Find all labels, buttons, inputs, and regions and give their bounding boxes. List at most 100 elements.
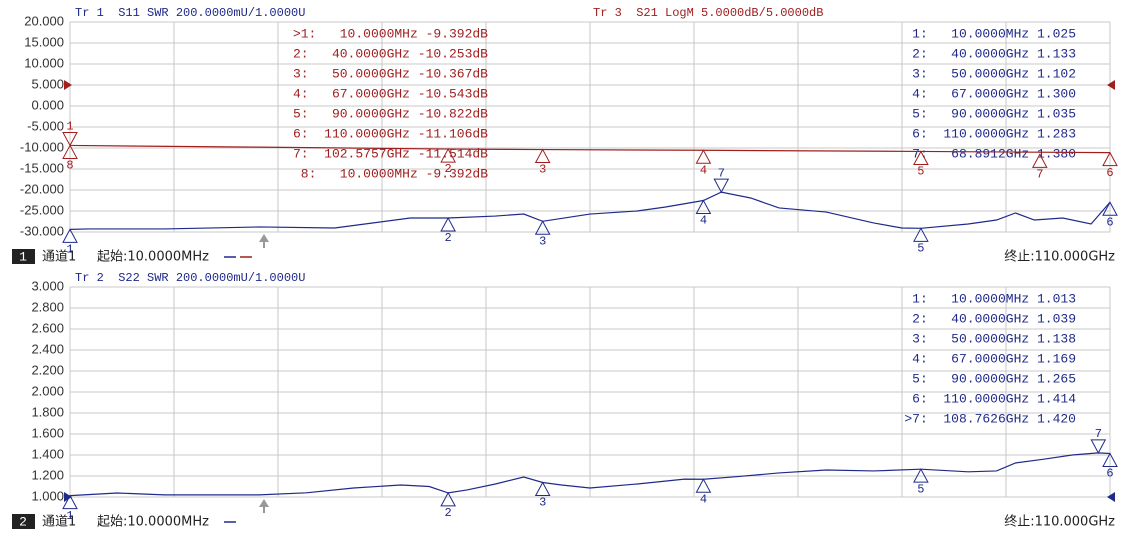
marker-readout: 5: 90.0000GHz 1.265 (912, 371, 1076, 386)
marker-label: 3 (539, 163, 546, 177)
marker-label: 3 (539, 496, 546, 510)
marker-label: 1 (66, 243, 73, 257)
stop-frequency: 终止:110.000GHz (1004, 514, 1115, 530)
y-tick-label: -5.000 (27, 118, 64, 133)
marker-label: 1 (66, 509, 73, 523)
marker (440, 148, 456, 163)
marker-label: 2 (445, 231, 452, 245)
marker-label: 7 (1036, 168, 1043, 182)
marker-readout: 1: 10.0000MHz 1.013 (912, 291, 1076, 306)
marker (713, 178, 730, 194)
marker-label: 3 (539, 234, 546, 248)
marker-readout: 1: 10.0000MHz 1.025 (912, 26, 1076, 41)
marker-label: 2 (445, 506, 452, 520)
y-tick-label: 1.000 (31, 488, 64, 503)
y-tick-label: 10.000 (24, 55, 64, 70)
marker-readout: 6: 110.0000GHz -11.106dB (293, 126, 488, 141)
marker (695, 478, 712, 493)
start-indicator (259, 234, 269, 248)
y-tick-label: 20.000 (24, 13, 64, 28)
marker (62, 228, 78, 243)
marker-readout: 3: 50.0000GHz 1.102 (912, 66, 1076, 81)
marker-label: 6 (1106, 166, 1113, 180)
marker-readout: 8: 10.0000MHz -9.392dB (301, 166, 488, 181)
marker (1090, 439, 1107, 454)
marker (695, 149, 712, 164)
marker (1031, 153, 1048, 168)
marker-readout: 3: 50.0000GHz -10.367dB (293, 66, 488, 81)
start-frequency: 起始:10.0000MHz (97, 515, 209, 530)
trace-header: Tr 1 S11 SWR 200.0000mU/1.0000U (75, 6, 305, 20)
y-tick-label: 2.000 (31, 383, 64, 398)
marker (440, 216, 456, 232)
marker (62, 494, 78, 510)
marker (695, 199, 712, 214)
trace (69, 452, 1111, 497)
y-tick-label: 15.000 (24, 34, 64, 49)
marker-readout: 2: 40.0000GHz 1.039 (912, 311, 1076, 326)
marker-readout: 6: 110.0000GHz 1.414 (912, 391, 1076, 406)
marker-label: 8 (66, 159, 73, 173)
marker-label: 4 (700, 214, 707, 228)
marker-readout: 4: 67.0000GHz 1.169 (912, 351, 1076, 366)
marker-readout: 6: 110.0000GHz 1.283 (912, 126, 1076, 141)
channel-number: 1 (19, 249, 27, 264)
ref-indicator (64, 80, 72, 90)
marker (1102, 201, 1118, 216)
y-tick-label: 2.600 (31, 320, 64, 335)
marker (534, 148, 551, 164)
y-tick-label: 1.400 (31, 446, 64, 461)
y-tick-label: -25.000 (20, 202, 64, 217)
marker (1102, 151, 1118, 167)
marker (62, 131, 78, 147)
marker-readout: 4: 67.0000GHz 1.300 (912, 86, 1076, 101)
y-tick-label: 2.400 (31, 341, 64, 356)
marker-label: 6 (1106, 467, 1113, 481)
channel-badge (12, 249, 35, 264)
y-tick-label: 2.800 (31, 299, 64, 314)
y-tick-label: 1.600 (31, 425, 64, 440)
start-frequency: 起始:10.0000MHz (97, 250, 209, 265)
marker-readout: >7: 108.7626GHz 1.420 (904, 411, 1076, 426)
marker-readout: 2: 40.0000GHz 1.133 (912, 46, 1076, 61)
channel-label: 通道1 (42, 250, 76, 265)
y-tick-label: -20.000 (20, 181, 64, 196)
marker-label: 7 (1095, 427, 1102, 441)
marker-readout: 2: 40.0000GHz -10.253dB (293, 46, 488, 61)
y-tick-label: -30.000 (20, 223, 64, 238)
y-tick-label: 1.800 (31, 404, 64, 419)
start-indicator (259, 499, 269, 513)
marker-readout: 7: 68.8912GHz 1.380 (912, 146, 1076, 161)
marker-label: 6 (1106, 215, 1113, 229)
marker-readout: >1: 10.0000MHz -9.392dB (293, 26, 488, 41)
y-tick-label: 2.200 (31, 362, 64, 377)
y-tick-label: -10.000 (20, 139, 64, 154)
marker-label: 7 (718, 166, 725, 180)
marker-readout: 5: 90.0000GHz 1.035 (912, 106, 1076, 121)
marker-label: 1 (66, 120, 73, 134)
marker-readout: 5: 90.0000GHz -10.822dB (293, 106, 488, 121)
marker-label: 5 (917, 482, 924, 496)
y-tick-label: 1.200 (31, 467, 64, 482)
channel-label: 通道1 (42, 515, 76, 530)
marker (534, 481, 551, 497)
channel-number: 2 (19, 514, 27, 529)
marker (913, 227, 929, 242)
marker-label: 5 (917, 241, 924, 255)
trace-header: Tr 3 S21 LogM 5.0000dB/5.0000dB (593, 6, 823, 20)
marker-readout: 3: 50.0000GHz 1.138 (912, 331, 1076, 346)
marker-readout: 7: 102.5757GHz -11.514dB (293, 146, 488, 161)
marker (913, 150, 929, 165)
marker-label: 4 (700, 492, 707, 506)
marker (440, 491, 456, 507)
y-tick-label: 0.000 (31, 97, 64, 112)
y-tick-label: -15.000 (20, 160, 64, 175)
stop-frequency: 终止:110.000GHz (1004, 249, 1115, 265)
ref-indicator (1107, 80, 1115, 90)
marker-readout: 4: 67.0000GHz -10.543dB (293, 86, 488, 101)
trace-header: Tr 2 S22 SWR 200.0000mU/1.0000U (75, 271, 305, 285)
marker (534, 220, 551, 235)
y-tick-label: 5.000 (31, 76, 64, 91)
ref-indicator (64, 492, 72, 502)
